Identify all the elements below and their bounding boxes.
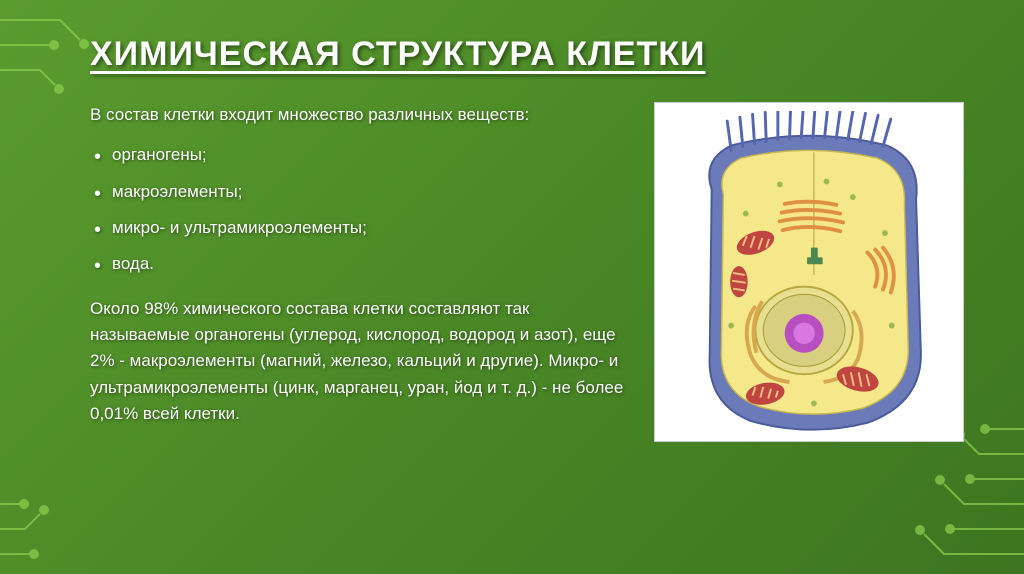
- list-item: макроэлементы;: [90, 179, 624, 205]
- bullet-list: органогены; макроэлементы; микро- и ульт…: [90, 142, 624, 277]
- text-column: В состав клетки входит множество различн…: [90, 102, 624, 442]
- list-item: микро- и ультрамикроэлементы;: [90, 215, 624, 241]
- slide-title: ХИМИЧЕСКАЯ СТРУКТУРА КЛЕТКИ: [90, 35, 964, 74]
- cell-diagram: [654, 102, 964, 442]
- intro-text: В состав клетки входит множество различн…: [90, 102, 624, 128]
- paragraph-text: Около 98% химического состава клетки сос…: [90, 296, 624, 428]
- list-item: органогены;: [90, 142, 624, 168]
- list-item: вода.: [90, 251, 624, 277]
